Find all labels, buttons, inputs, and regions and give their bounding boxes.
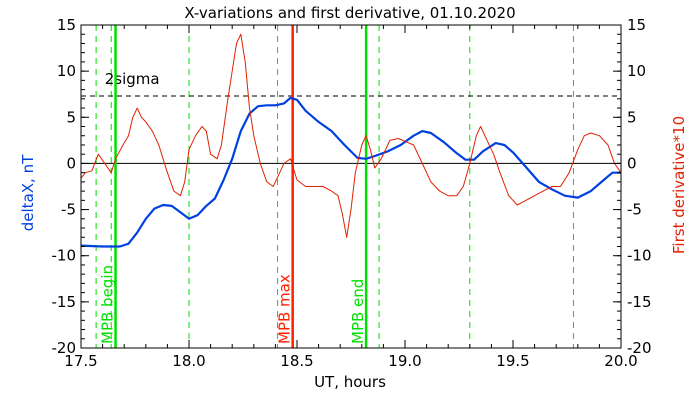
y-tick-label-left: -20 (52, 339, 77, 357)
marker-label: MPB end (349, 279, 367, 344)
y-tick-label-right: 15 (627, 16, 646, 34)
y-tick-label-right: 10 (627, 62, 646, 80)
x-tick-label: 20.0 (604, 352, 637, 370)
x-tick-label: 19.0 (388, 352, 421, 370)
series-line-derivative (80, 33, 622, 238)
x-tick-label: 18.5 (280, 352, 313, 370)
y-tick-label-left: -5 (61, 201, 76, 219)
plot-frame (80, 24, 622, 349)
marker-label: MPB max (276, 274, 294, 344)
y-tick-label-left: 15 (57, 16, 76, 34)
y-tick-label-right: -15 (627, 293, 652, 311)
y-tick-label-left: 0 (66, 154, 76, 172)
y-tick-label-right: -10 (627, 247, 652, 265)
y-tick-label-left: 10 (57, 62, 76, 80)
x-tick-label: 18.0 (172, 352, 205, 370)
y-tick-label-right: 5 (627, 108, 637, 126)
plot-area: 2sigma MPB begin MPB max MPB end 17.5 18.0 18.… (52, 16, 652, 370)
x-tick-label: 19.5 (496, 352, 529, 370)
chart-title: X-variations and first derivative, 01.10… (184, 4, 515, 22)
y-axis-label-right: First derivative*10 (670, 116, 688, 254)
y-tick-label-right: -20 (627, 339, 652, 357)
series-line-deltax (80, 96, 621, 248)
threshold-label: 2sigma (105, 70, 160, 88)
y-tick-label-right: 0 (627, 154, 637, 172)
marker-label: MPB begin (99, 265, 117, 344)
x-axis-label: UT, hours (314, 373, 386, 391)
x-tick-label: 17.5 (64, 352, 97, 370)
y-tick-label-left: -15 (52, 293, 77, 311)
y-axis-label-left: deltaX, nT (19, 154, 37, 231)
y-tick-label-right: -5 (627, 201, 642, 219)
y-tick-label-left: -10 (52, 247, 77, 265)
y-tick-label-left: 5 (66, 108, 76, 126)
